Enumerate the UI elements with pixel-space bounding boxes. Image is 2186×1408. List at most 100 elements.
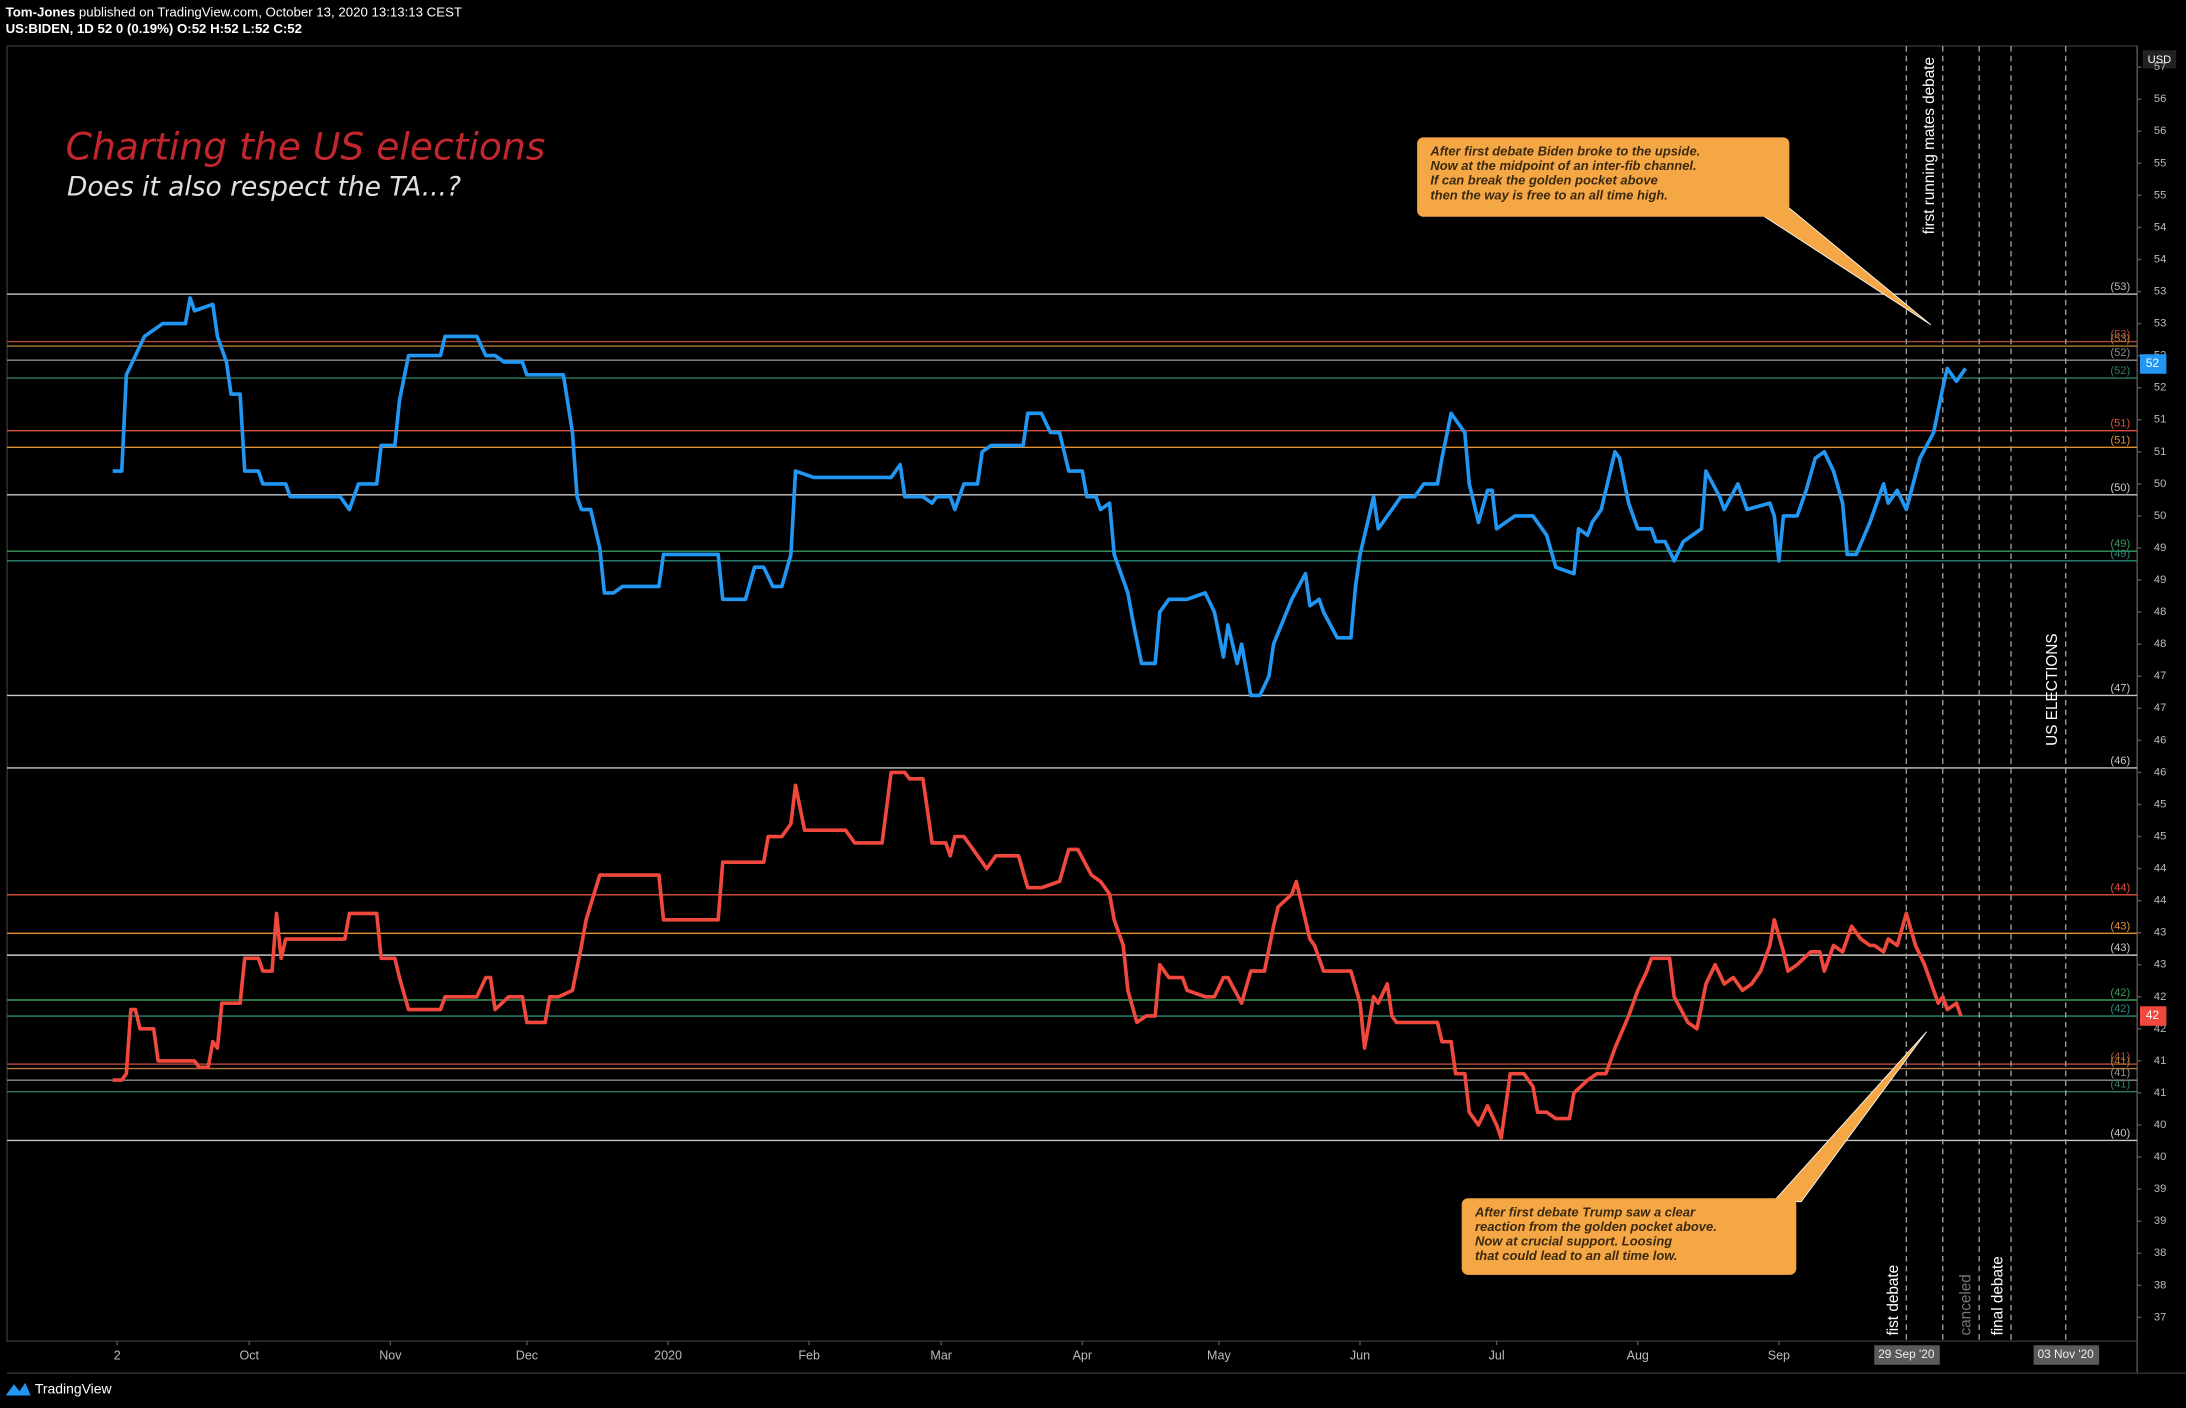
x-tick-label: Nov: [379, 1349, 402, 1363]
callout-text: reaction from the golden pocket above.: [1475, 1219, 1717, 1234]
level-label: (53): [2110, 329, 2130, 341]
x-tick-label: Jun: [1350, 1349, 1370, 1363]
event-label: fist debate: [1885, 1265, 1902, 1336]
y-tick-label: 37: [2154, 1311, 2166, 1323]
level-label: (47): [2110, 682, 2130, 694]
y-tick-label: 55: [2154, 189, 2166, 201]
date-marker-box: [2033, 1345, 2100, 1365]
author: Tom-Jones: [6, 4, 76, 19]
y-tick-label: 49: [2154, 574, 2166, 586]
y-tick-label: 39: [2154, 1183, 2166, 1195]
y-tick-label: 38: [2154, 1279, 2166, 1291]
x-tick-label: Jul: [1489, 1349, 1505, 1363]
callout-text: After first debate Trump saw a clear: [1474, 1204, 1696, 1219]
callout-text: then the way is free to an all time high…: [1430, 187, 1668, 202]
callout-text: Now at crucial support. Loosing: [1475, 1234, 1672, 1249]
level-label: (41): [2110, 1079, 2130, 1091]
x-tick-label: Aug: [1627, 1349, 1649, 1363]
y-tick-label: 49: [2154, 542, 2166, 554]
y-tick-label: 54: [2154, 221, 2166, 233]
level-label: (43): [2110, 942, 2130, 954]
y-tick-label: 48: [2154, 606, 2166, 618]
y-tick-label: 42: [2154, 1023, 2166, 1035]
callout-text: If can break the golden pocket above: [1430, 173, 1657, 188]
y-tick-label: 40: [2154, 1151, 2166, 1163]
series-line: [112, 296, 1968, 698]
x-tick-label: Apr: [1073, 1349, 1093, 1363]
y-tick-label: 43: [2154, 959, 2166, 971]
y-tick-label: 39: [2154, 1215, 2166, 1227]
y-tick-label: 46: [2154, 766, 2166, 778]
level-label: (41): [2110, 1067, 2130, 1079]
level-label: (53): [2110, 281, 2130, 293]
y-tick-label: 47: [2154, 702, 2166, 714]
level-label: (40): [2110, 1127, 2130, 1139]
level-label: (52): [2110, 347, 2130, 359]
callout-box: [1461, 1198, 1797, 1275]
y-tick-label: 50: [2154, 478, 2166, 490]
y-tick-label: 50: [2154, 510, 2166, 522]
y-tick-label: 53: [2154, 286, 2166, 298]
level-label: (52): [2110, 365, 2130, 377]
event-label: final debate: [1990, 1256, 2007, 1335]
date-marker: 03 Nov '20: [2038, 1347, 2095, 1361]
y-tick-label: 52: [2154, 382, 2166, 394]
y-tick-label: 43: [2154, 927, 2166, 939]
y-tick-label: 56: [2154, 125, 2166, 137]
header-line: Tom-Jones published on TradingView.com, …: [6, 4, 462, 19]
y-tick-label: 51: [2154, 414, 2166, 426]
y-tick-label: 55: [2154, 157, 2166, 169]
x-tick-label: 2020: [654, 1349, 682, 1363]
y-tick-label: 41: [2154, 1087, 2166, 1099]
y-tick-label: 57: [2154, 61, 2166, 73]
y-tick-label: 46: [2154, 734, 2166, 746]
y-tick-label: 56: [2154, 93, 2166, 105]
y-tick-label: 44: [2154, 895, 2166, 907]
callout-text: After first debate Biden broke to the up…: [1429, 143, 1700, 158]
level-label: (41): [2110, 1051, 2130, 1063]
callout-text: that could lead to an all time low.: [1475, 1248, 1677, 1263]
y-tick-label: 54: [2154, 253, 2166, 265]
x-tick-label: 2: [114, 1349, 121, 1363]
level-label: (43): [2110, 920, 2130, 932]
published: published on TradingView.com, October 13…: [79, 4, 462, 19]
x-tick-label: Dec: [516, 1349, 538, 1363]
price-tag-label: 52: [2146, 356, 2159, 370]
date-marker: 29 Sep '20: [1878, 1347, 1935, 1361]
y-tick-label: 41: [2154, 1055, 2166, 1067]
brand: TradingView: [5, 1381, 113, 1397]
currency-box: [2142, 50, 2177, 69]
x-tick-label: Oct: [239, 1349, 259, 1363]
y-tick-label: 42: [2154, 991, 2166, 1003]
callout: After first debate Trump saw a clearreac…: [1461, 1031, 1927, 1275]
y-tick-label: 38: [2154, 1247, 2166, 1259]
event-label: US ELECTIONS: [2044, 633, 2061, 745]
callout-text: Now at the midpoint of an inter-fib chan…: [1430, 158, 1696, 173]
y-tick-label: 47: [2154, 670, 2166, 682]
chart-subtitle: Does it also respect the TA...?: [67, 172, 461, 203]
y-tick-label: 45: [2154, 830, 2166, 842]
level-label: (42): [2110, 987, 2130, 999]
price-tag: [2139, 354, 2167, 374]
symbol-line: US:BIDEN, 1D 52 0 (0.19%) O:52 H:52 L:52…: [6, 21, 302, 36]
level-label: (51): [2110, 418, 2130, 430]
level-label: (53): [2110, 333, 2130, 345]
date-marker-box: [1874, 1345, 1940, 1365]
y-tick-label: 45: [2154, 798, 2166, 810]
currency: USD: [2148, 54, 2172, 66]
callout: After first debate Biden broke to the up…: [1417, 137, 1932, 326]
brand-name: TradingView: [35, 1381, 113, 1397]
event-label: first running mates debate: [1921, 57, 1938, 234]
x-tick-label: May: [1207, 1349, 1231, 1363]
y-tick-label: 44: [2154, 863, 2166, 875]
event-label: canceled: [1958, 1274, 1975, 1335]
level-label: (46): [2110, 755, 2130, 767]
x-tick-label: Feb: [798, 1349, 820, 1363]
y-tick-label: 53: [2154, 318, 2166, 330]
level-label: (49): [2110, 538, 2130, 550]
level-label: (42): [2110, 1003, 2130, 1015]
x-tick-label: Mar: [930, 1349, 952, 1363]
callout-box: [1417, 137, 1790, 217]
